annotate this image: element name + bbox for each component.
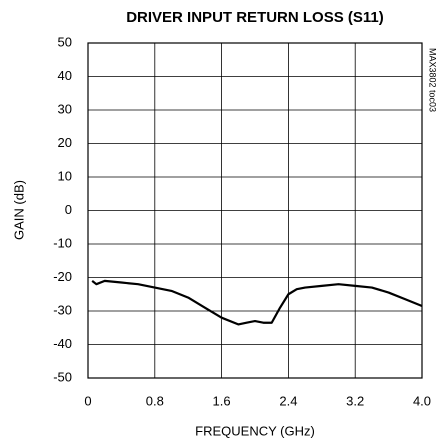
y-tick-label: -10 bbox=[53, 235, 72, 250]
x-tick-label: 0.8 bbox=[146, 393, 164, 408]
y-tick-label: 40 bbox=[58, 68, 72, 83]
y-tick-label: -30 bbox=[53, 302, 72, 317]
y-tick-label: 20 bbox=[58, 135, 72, 150]
x-tick-label: 2.4 bbox=[279, 393, 297, 408]
y-tick-label: 10 bbox=[58, 168, 72, 183]
x-axis-label: FREQUENCY (GHz) bbox=[195, 423, 315, 438]
x-tick-label: 4.0 bbox=[413, 393, 431, 408]
y-tick-label: 0 bbox=[65, 202, 72, 217]
x-tick-label: 1.6 bbox=[213, 393, 231, 408]
y-tick-label: -20 bbox=[53, 269, 72, 284]
y-tick-label: -40 bbox=[53, 336, 72, 351]
x-tick-label: 3.2 bbox=[346, 393, 364, 408]
y-axis-label: GAIN (dB) bbox=[11, 180, 26, 240]
y-tick-label: -50 bbox=[53, 369, 72, 384]
y-tick-label: 30 bbox=[58, 101, 72, 116]
data-line bbox=[91, 279, 423, 326]
annotation: MAX3802 toc03 bbox=[428, 48, 438, 112]
chart-title: DRIVER INPUT RETURN LOSS (S11) bbox=[126, 9, 384, 26]
y-tick-label: 50 bbox=[58, 34, 72, 49]
x-tick-label: 0 bbox=[84, 393, 91, 408]
